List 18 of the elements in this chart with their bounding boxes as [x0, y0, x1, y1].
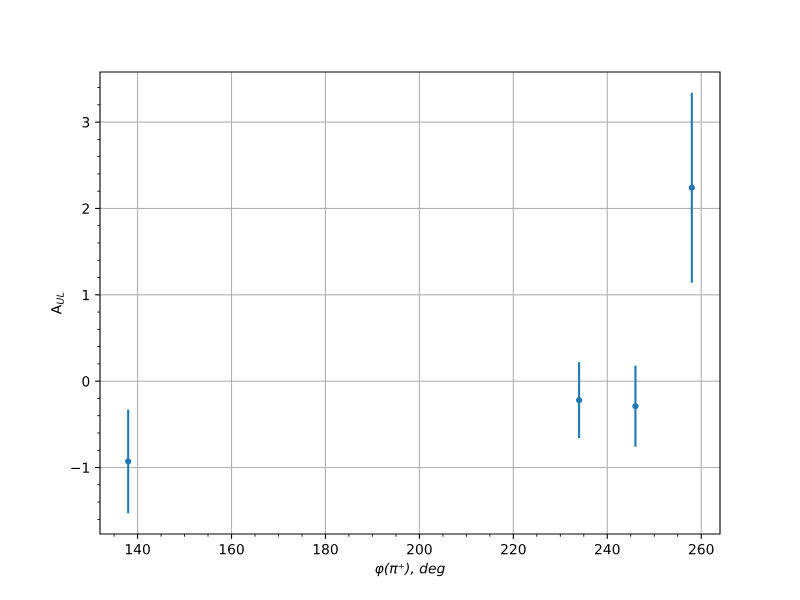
x-tick-label: 200: [407, 544, 432, 554]
x-tick-label: 260: [688, 544, 714, 554]
y-tick-label: 0: [82, 376, 90, 387]
x-axis-title: φ(π⁺), deg: [376, 562, 445, 576]
y-axis-title: A$_{UL}$: [51, 292, 64, 314]
y-tick-label: −1: [71, 462, 89, 473]
x-tick-label: 240: [595, 544, 620, 554]
y-tick-label: 2: [82, 203, 89, 214]
point: [688, 184, 695, 191]
x-tick-label: 140: [126, 544, 150, 554]
y-tick-label: 1: [82, 290, 89, 300]
y-tick-label: 3: [82, 117, 90, 128]
x-tick-label: 180: [314, 544, 338, 554]
x-tick-label: 160: [220, 544, 244, 554]
point: [125, 458, 132, 465]
x-tick-label: 220: [501, 544, 526, 554]
point: [576, 397, 582, 404]
point: [632, 403, 639, 410]
